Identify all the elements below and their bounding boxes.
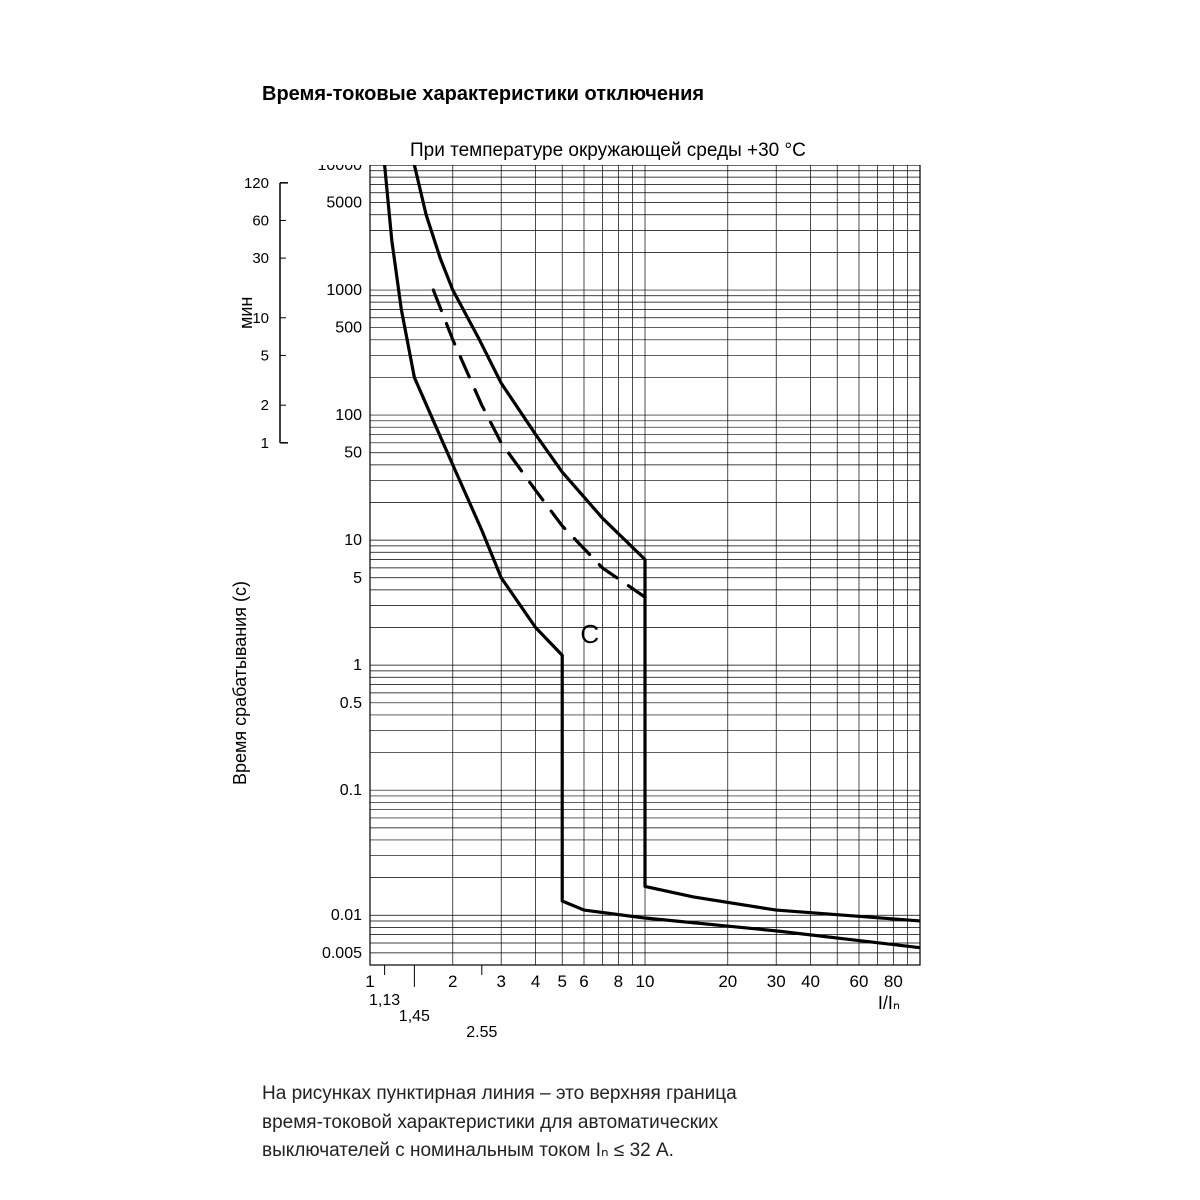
svg-text:1,45: 1,45 xyxy=(399,1008,430,1025)
curve-upper xyxy=(414,165,920,921)
svg-text:1: 1 xyxy=(353,657,362,674)
svg-text:мин: мин xyxy=(240,297,256,329)
chart-subtitle: При температуре окружающей среды +30 °С xyxy=(410,140,806,162)
svg-text:100: 100 xyxy=(335,407,362,424)
svg-text:0.01: 0.01 xyxy=(331,907,362,924)
chart-title: Время-токовые характеристики отключения xyxy=(262,83,704,106)
svg-text:1000: 1000 xyxy=(326,282,362,299)
svg-text:5: 5 xyxy=(261,347,269,364)
svg-text:30: 30 xyxy=(252,250,269,267)
svg-text:60: 60 xyxy=(252,212,269,229)
svg-text:1: 1 xyxy=(261,435,269,452)
svg-text:5: 5 xyxy=(557,972,566,991)
svg-text:60: 60 xyxy=(850,972,869,991)
svg-text:500: 500 xyxy=(335,320,362,337)
svg-text:1: 1 xyxy=(365,972,374,991)
svg-text:8: 8 xyxy=(614,972,623,991)
svg-text:30: 30 xyxy=(767,972,786,991)
svg-text:4: 4 xyxy=(531,972,540,991)
region-label: С xyxy=(580,619,599,649)
svg-text:3: 3 xyxy=(496,972,505,991)
svg-text:1,13: 1,13 xyxy=(369,992,400,1009)
trip-curve-chart: 12345681020304060801,131,452.55I/Iₙ0.005… xyxy=(240,165,960,1045)
svg-text:20: 20 xyxy=(718,972,737,991)
svg-text:0.005: 0.005 xyxy=(322,945,362,962)
footnote-line: время-токовой характеристики для автомат… xyxy=(262,1109,737,1138)
svg-text:40: 40 xyxy=(801,972,820,991)
footnote-line: На рисунках пунктирная линия – это верхн… xyxy=(262,1080,737,1109)
svg-text:50: 50 xyxy=(344,445,362,462)
svg-text:80: 80 xyxy=(884,972,903,991)
svg-text:2.55: 2.55 xyxy=(466,1024,497,1041)
svg-text:0.1: 0.1 xyxy=(340,782,362,799)
svg-text:120: 120 xyxy=(244,175,269,192)
curve-dashed xyxy=(433,290,645,597)
footnote-line: выключателей с номинальным током Iₙ ≤ 32… xyxy=(262,1137,737,1166)
svg-text:0.5: 0.5 xyxy=(340,695,362,712)
svg-text:10000: 10000 xyxy=(318,165,363,174)
svg-text:5: 5 xyxy=(353,570,362,587)
svg-text:10: 10 xyxy=(636,972,655,991)
svg-text:2: 2 xyxy=(261,397,269,414)
curve-lower xyxy=(385,165,920,948)
svg-text:I/Iₙ: I/Iₙ xyxy=(878,993,900,1013)
svg-text:6: 6 xyxy=(579,972,588,991)
svg-text:10: 10 xyxy=(344,532,362,549)
svg-text:2: 2 xyxy=(448,972,457,991)
svg-text:5000: 5000 xyxy=(326,195,362,212)
chart-footnote: На рисунках пунктирная линия – это верхн… xyxy=(262,1080,737,1166)
